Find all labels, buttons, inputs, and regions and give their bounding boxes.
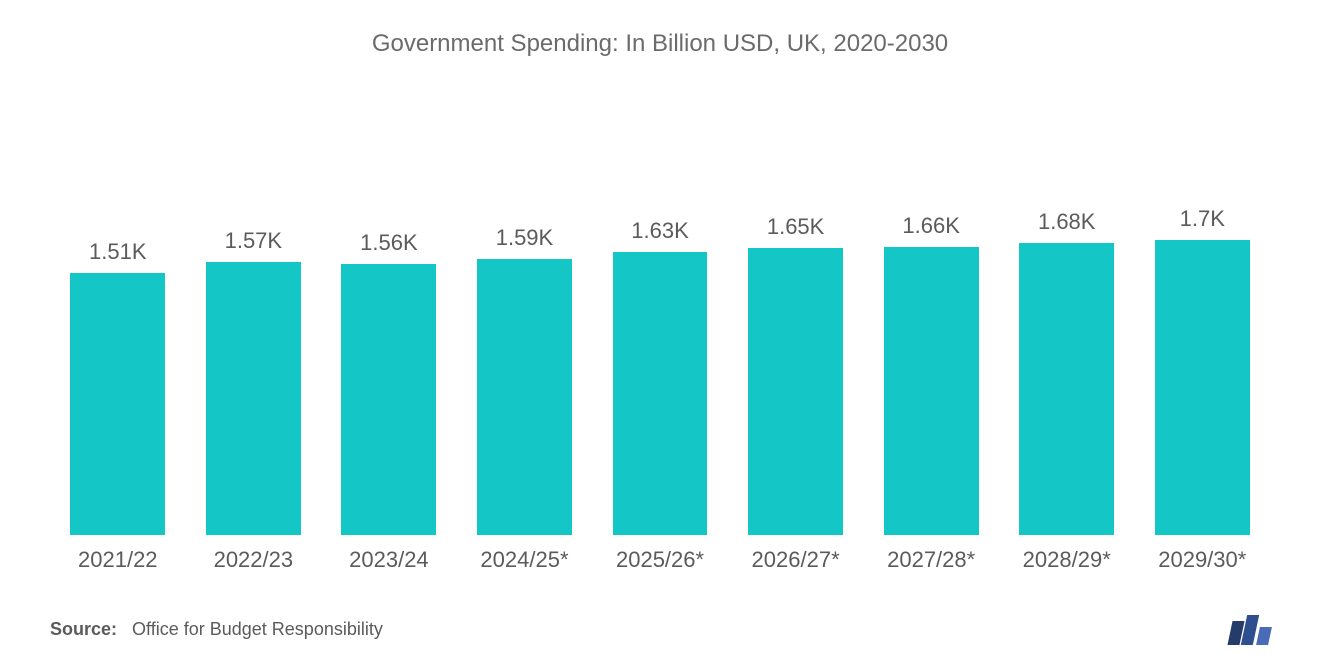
- bar-group: 1.65K: [728, 88, 864, 535]
- bar-group: 1.63K: [592, 88, 728, 535]
- x-axis-label: 2022/23: [186, 547, 322, 573]
- bar-group: 1.57K: [186, 88, 322, 535]
- bar: [341, 264, 436, 535]
- bar: [1019, 243, 1114, 535]
- x-axis-label: 2026/27*: [728, 547, 864, 573]
- x-axis-label: 2028/29*: [999, 547, 1135, 573]
- bar-group: 1.7K: [1135, 88, 1271, 535]
- bar-value-label: 1.57K: [225, 228, 283, 254]
- bar: [613, 252, 708, 535]
- bar: [748, 248, 843, 535]
- footer: Source: Office for Budget Responsibility: [40, 573, 1280, 645]
- x-axis-label: 2021/22: [50, 547, 186, 573]
- bar-group: 1.66K: [863, 88, 999, 535]
- chart-container: Government Spending: In Billion USD, UK,…: [0, 0, 1320, 665]
- x-axis-label: 2023/24: [321, 547, 457, 573]
- bar-group: 1.56K: [321, 88, 457, 535]
- bar-value-label: 1.66K: [902, 213, 960, 239]
- bar-value-label: 1.65K: [767, 214, 825, 240]
- bar-value-label: 1.68K: [1038, 209, 1096, 235]
- brand-logo-icon: [1230, 613, 1270, 645]
- chart-title: Government Spending: In Billion USD, UK,…: [40, 30, 1280, 58]
- bar: [884, 247, 979, 535]
- bar-group: 1.68K: [999, 88, 1135, 535]
- bar-value-label: 1.56K: [360, 230, 418, 256]
- bar: [1155, 240, 1250, 535]
- x-axis-label: 2024/25*: [457, 547, 593, 573]
- bars-row: 1.51K 1.57K 1.56K 1.59K 1.63K 1.65K 1.66K 1.68K…: [40, 88, 1280, 535]
- source-attribution: Source: Office for Budget Responsibility: [50, 619, 383, 640]
- bar: [477, 259, 572, 535]
- bar-value-label: 1.7K: [1180, 206, 1225, 232]
- bar-value-label: 1.51K: [89, 239, 147, 265]
- chart-area: 1.51K 1.57K 1.56K 1.59K 1.63K 1.65K 1.66K 1.68K…: [40, 88, 1280, 573]
- bar-value-label: 1.63K: [631, 218, 689, 244]
- x-axis-label: 2027/28*: [863, 547, 999, 573]
- x-axis-label: 2029/30*: [1135, 547, 1271, 573]
- logo-bar-3: [1256, 627, 1272, 645]
- bar-group: 1.51K: [50, 88, 186, 535]
- bar-value-label: 1.59K: [496, 225, 554, 251]
- bar: [206, 262, 301, 535]
- source-prefix: Source:: [50, 619, 117, 639]
- xlabels-row: 2021/222022/232023/242024/25*2025/26*202…: [40, 535, 1280, 573]
- bar: [70, 273, 165, 535]
- bar-group: 1.59K: [457, 88, 593, 535]
- x-axis-label: 2025/26*: [592, 547, 728, 573]
- source-text: Office for Budget Responsibility: [132, 619, 383, 639]
